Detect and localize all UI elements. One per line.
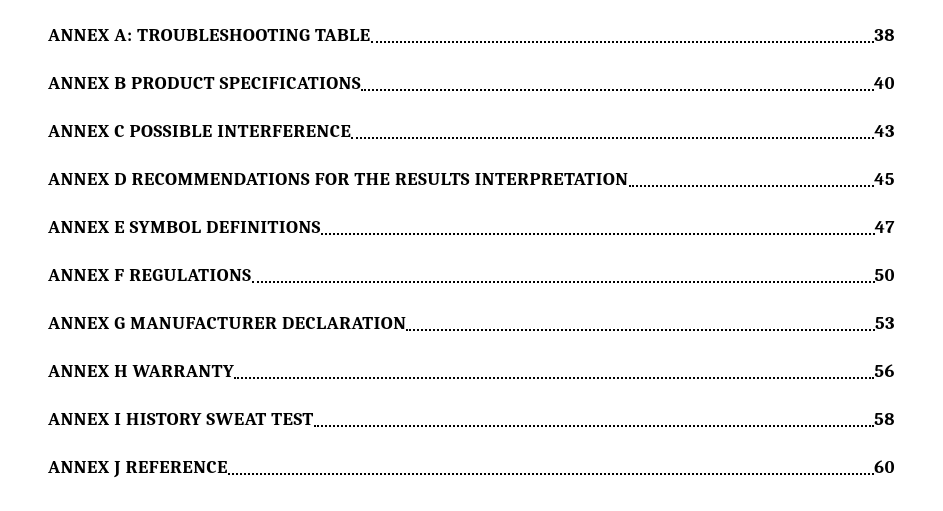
toc-entry-label: ANNEX F REGULATIONS (48, 264, 252, 286)
toc-entry-page: 58 (874, 408, 895, 430)
toc-row[interactable]: ANNEX I HISTORY SWEAT TEST 58 (48, 408, 895, 430)
toc-entry-label: ANNEX C POSSIBLE INTERFERENCE (48, 120, 351, 142)
toc-entry-page: 40 (874, 72, 895, 94)
toc-row[interactable]: ANNEX G MANUFACTURER DECLARATION 53 (48, 312, 895, 334)
toc-leader (406, 315, 875, 331)
toc-leader (314, 411, 874, 427)
toc-entry-label: ANNEX D RECOMMENDATIONS FOR THE RESULTS … (48, 168, 629, 190)
toc-entry-page: 43 (874, 120, 895, 142)
toc-leader (361, 75, 874, 91)
toc-row[interactable]: ANNEX A: TROUBLESHOOTING TABLE 38 (48, 24, 895, 46)
toc-entry-label: ANNEX I HISTORY SWEAT TEST (48, 408, 314, 430)
toc-row[interactable]: ANNEX B PRODUCT SPECIFICATIONS 40 (48, 72, 895, 94)
toc-entry-label: ANNEX J REFERENCE (48, 456, 228, 478)
toc-entry-page: 38 (874, 24, 895, 46)
toc-row[interactable]: ANNEX E SYMBOL DEFINITIONS 47 (48, 216, 895, 238)
toc-leader (321, 219, 875, 235)
toc-row[interactable]: ANNEX J REFERENCE 60 (48, 456, 895, 478)
toc-entry-label: ANNEX A: TROUBLESHOOTING TABLE (48, 24, 371, 46)
toc-entry-page: 50 (875, 264, 895, 286)
toc-entry-label: ANNEX E SYMBOL DEFINITIONS (48, 216, 321, 238)
toc-row[interactable]: ANNEX H WARRANTY 56 (48, 360, 895, 382)
toc-leader (371, 27, 875, 43)
toc-row[interactable]: ANNEX C POSSIBLE INTERFERENCE 43 (48, 120, 895, 142)
toc-entry-page: 53 (875, 312, 895, 334)
toc-leader (234, 363, 874, 379)
toc-page: ANNEX A: TROUBLESHOOTING TABLE 38 ANNEX … (0, 0, 943, 511)
toc-row[interactable]: ANNEX D RECOMMENDATIONS FOR THE RESULTS … (48, 168, 895, 190)
toc-entry-label: ANNEX H WARRANTY (48, 360, 234, 382)
toc-leader (252, 267, 875, 283)
toc-entry-label: ANNEX G MANUFACTURER DECLARATION (48, 312, 406, 334)
toc-leader (629, 171, 875, 187)
toc-entry-page: 56 (874, 360, 895, 382)
toc-entry-label: ANNEX B PRODUCT SPECIFICATIONS (48, 72, 361, 94)
toc-row[interactable]: ANNEX F REGULATIONS 50 (48, 264, 895, 286)
toc-entry-page: 45 (874, 168, 895, 190)
toc-entry-page: 60 (874, 456, 895, 478)
toc-leader (351, 123, 874, 139)
toc-leader (228, 459, 874, 475)
toc-entry-page: 47 (875, 216, 895, 238)
